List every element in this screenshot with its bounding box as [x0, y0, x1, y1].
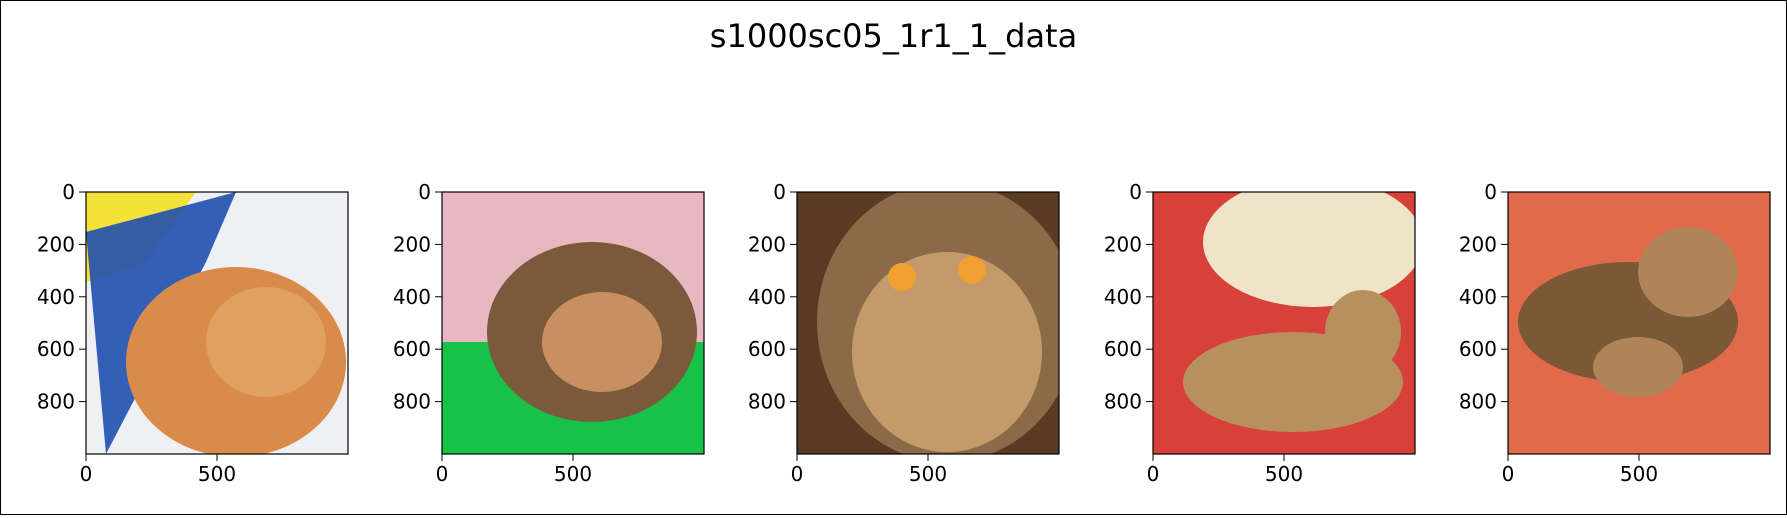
x-tick-label: 0 — [1502, 462, 1515, 486]
y-tick-label: 400 — [37, 285, 75, 309]
y-tick-label: 400 — [1459, 285, 1497, 309]
x-tick-label: 500 — [1620, 462, 1658, 486]
x-tick-label: 500 — [198, 462, 236, 486]
image-content — [86, 192, 348, 454]
x-tick-label: 500 — [1265, 462, 1303, 486]
y-tick-label: 800 — [393, 390, 431, 414]
y-tick-label: 200 — [1104, 232, 1142, 256]
image-content — [1508, 192, 1770, 454]
y-tick-label: 800 — [1104, 390, 1142, 414]
y-tick-label: 200 — [37, 232, 75, 256]
y-tick-label: 200 — [748, 232, 786, 256]
y-tick-label: 0 — [1484, 180, 1497, 204]
x-tick-label: 0 — [791, 462, 804, 486]
image-content — [1153, 192, 1415, 454]
y-tick-label: 0 — [62, 180, 75, 204]
x-tick-label: 500 — [554, 462, 592, 486]
y-tick-label: 600 — [37, 337, 75, 361]
x-tick-label: 0 — [80, 462, 93, 486]
image-panel-2: 0 200 400 600 800 0 500 — [393, 180, 705, 486]
image-panel-5: 0 200 400 600 800 0 500 — [1459, 180, 1771, 486]
figure-title: s1000sc05_1r1_1_data — [709, 17, 1078, 55]
image-panel-4: 0 200 400 600 800 0 500 — [1104, 180, 1416, 486]
y-tick-label: 600 — [393, 337, 431, 361]
y-tick-label: 600 — [748, 337, 786, 361]
image-panel-3: 0 200 400 600 800 0 500 — [748, 180, 1060, 486]
image-content — [797, 192, 1059, 454]
image-panel-1: 0 200 400 600 800 0 500 — [37, 180, 349, 486]
y-tick-label: 800 — [748, 390, 786, 414]
y-tick-label: 800 — [37, 390, 75, 414]
y-tick-label: 600 — [1104, 337, 1142, 361]
y-tick-label: 400 — [393, 285, 431, 309]
image-content — [442, 192, 704, 454]
x-tick-label: 0 — [436, 462, 449, 486]
y-tick-label: 600 — [1459, 337, 1497, 361]
x-tick-label: 0 — [1147, 462, 1160, 486]
y-tick-label: 0 — [418, 180, 431, 204]
y-tick-label: 200 — [1459, 232, 1497, 256]
y-tick-label: 400 — [748, 285, 786, 309]
y-tick-label: 0 — [773, 180, 786, 204]
y-tick-label: 200 — [393, 232, 431, 256]
y-tick-label: 800 — [1459, 390, 1497, 414]
x-tick-label: 500 — [909, 462, 947, 486]
y-tick-label: 400 — [1104, 285, 1142, 309]
y-tick-label: 0 — [1129, 180, 1142, 204]
